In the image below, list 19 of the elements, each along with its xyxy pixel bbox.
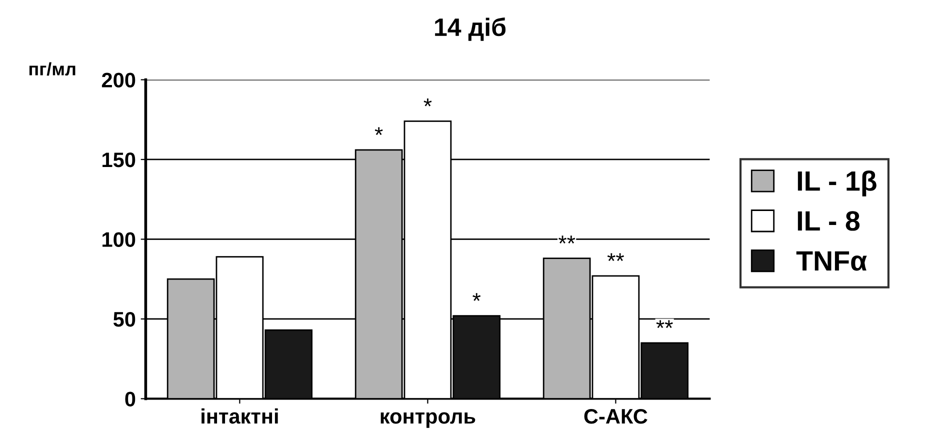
y-tick-label: 100 xyxy=(102,232,136,247)
y-tick-label: 0 xyxy=(125,392,136,406)
data-label: ** xyxy=(607,253,624,262)
chart-title: 14 діб xyxy=(435,18,506,41)
data-label: ** xyxy=(656,320,673,328)
y-tick-label: 150 xyxy=(102,152,136,168)
legend-label: IL - 8 xyxy=(798,211,860,231)
data-label: ** xyxy=(558,236,576,244)
y-axis-title: пг/мл xyxy=(29,62,76,76)
legend-label: IL - 1β xyxy=(798,170,876,196)
x-tick-label: С-АКС xyxy=(584,408,648,424)
data-label: * xyxy=(424,98,432,106)
y-tick-label: 50 xyxy=(113,312,136,327)
x-tick-label: контроль xyxy=(380,412,476,428)
data-label: * xyxy=(374,127,383,136)
legend-label: TNFα xyxy=(796,251,867,271)
y-tick-label: 200 xyxy=(102,72,136,88)
data-label: * xyxy=(472,293,481,301)
x-tick-label: інтактні xyxy=(202,408,278,424)
